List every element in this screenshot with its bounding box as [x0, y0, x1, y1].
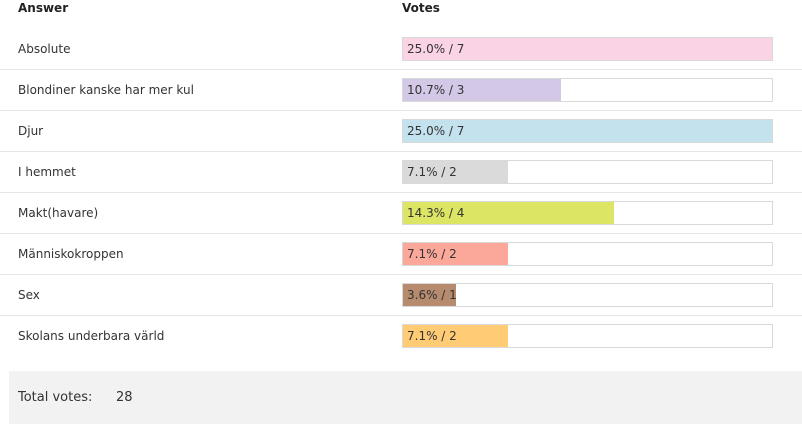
- vote-bar-label: 7.1% / 2: [407, 165, 457, 179]
- poll-row: I hemmet 7.1% / 2: [0, 152, 802, 193]
- answer-label: I hemmet: [18, 165, 76, 179]
- votes-column-header: Votes: [402, 1, 440, 15]
- vote-bar-track: 3.6% / 1: [402, 283, 773, 307]
- vote-bar-track: 25.0% / 7: [402, 37, 773, 61]
- total-votes-label: Total votes:: [18, 390, 93, 405]
- vote-bar-label: 25.0% / 7: [407, 42, 465, 56]
- vote-bar-label: 14.3% / 4: [407, 206, 465, 220]
- vote-bar-fill: [403, 284, 456, 306]
- vote-bar-track: 10.7% / 3: [402, 78, 773, 102]
- vote-bar-fill: [403, 325, 509, 347]
- vote-bar-track: 7.1% / 2: [402, 160, 773, 184]
- answer-label: Sex: [18, 288, 40, 302]
- vote-bar-fill: [403, 161, 509, 183]
- answer-label: Skolans underbara värld: [18, 329, 165, 343]
- vote-bar-fill: [403, 202, 614, 224]
- vote-bar-track: 7.1% / 2: [402, 324, 773, 348]
- total-votes-value: 28: [116, 390, 133, 405]
- vote-bar-fill: [403, 79, 562, 101]
- poll-row: Blondiner kanske har mer kul 10.7% / 3: [0, 70, 802, 111]
- vote-bar-label: 7.1% / 2: [407, 247, 457, 261]
- answer-column-header: Answer: [18, 1, 69, 15]
- answer-label: Makt(havare): [18, 206, 99, 220]
- vote-bar-fill: [403, 120, 772, 142]
- answer-label: Absolute: [18, 42, 71, 56]
- vote-bar-label: 10.7% / 3: [407, 83, 465, 97]
- poll-rows: Absolute 25.0% / 7 Blondiner kanske har me…: [0, 29, 802, 357]
- vote-bar-label: 25.0% / 7: [407, 124, 465, 138]
- poll-row: Makt(havare) 14.3% / 4: [0, 193, 802, 234]
- vote-bar-track: 14.3% / 4: [402, 201, 773, 225]
- poll-row: Djur 25.0% / 7: [0, 111, 802, 152]
- answer-label: Blondiner kanske har mer kul: [18, 83, 194, 97]
- vote-bar-track: 7.1% / 2: [402, 242, 773, 266]
- vote-bar-label: 3.6% / 1: [407, 288, 457, 302]
- poll-row: Skolans underbara värld 7.1% / 2: [0, 316, 802, 357]
- vote-bar-fill: [403, 243, 509, 265]
- vote-bar-label: 7.1% / 2: [407, 329, 457, 343]
- answer-label: Djur: [18, 124, 44, 138]
- answer-label: Människokroppen: [18, 247, 124, 261]
- poll-header: Answer Votes: [0, 0, 802, 29]
- vote-bar-fill: [403, 38, 772, 60]
- poll-row: Absolute 25.0% / 7: [0, 29, 802, 70]
- vote-bar-track: 25.0% / 7: [402, 119, 773, 143]
- total-votes-footer: Total votes: 28: [9, 371, 802, 424]
- poll-row: Sex 3.6% / 1: [0, 275, 802, 316]
- poll-row: Människokroppen 7.1% / 2: [0, 234, 802, 275]
